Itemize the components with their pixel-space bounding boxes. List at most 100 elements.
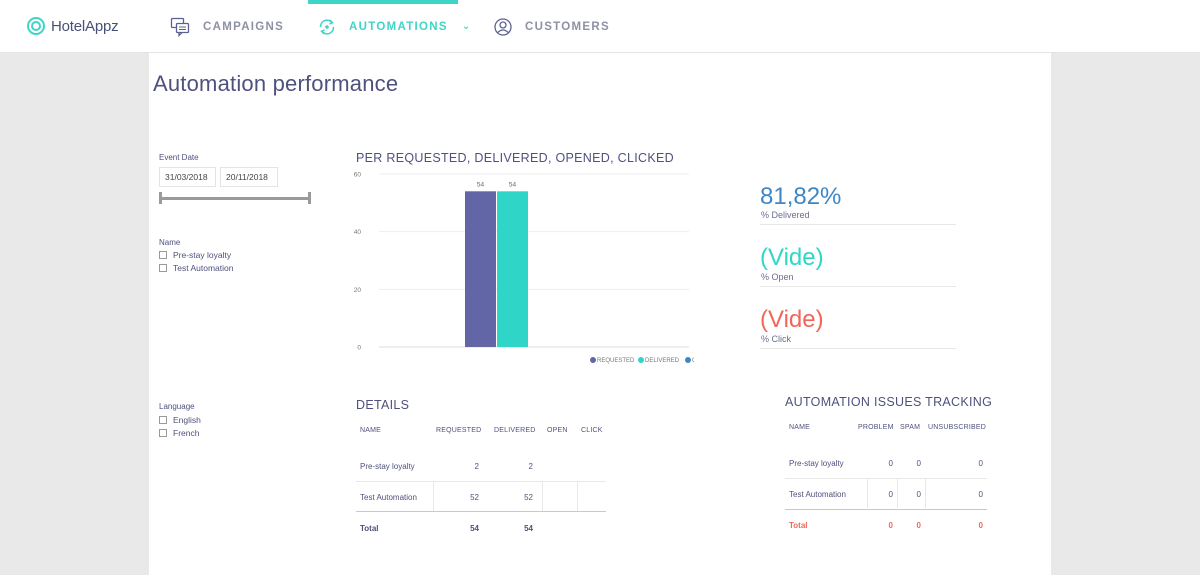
option-label: Pre-stay loyalty [173, 250, 232, 260]
event-date-end-input[interactable]: 20/11/2018 [220, 167, 278, 187]
name-option-pre-stay-loyalty[interactable]: Pre-stay loyalty [159, 250, 231, 260]
chat-icon [170, 17, 190, 37]
kpi-divider [760, 348, 956, 349]
legend-marker-open [685, 357, 691, 363]
date-slider-end-handle[interactable] [308, 192, 311, 204]
issues-col-spam[interactable]: SPAM [900, 424, 921, 431]
y-tick-label: 20 [354, 287, 362, 294]
total-problem: 0 [888, 521, 893, 530]
event-date-label: Event Date [159, 153, 199, 162]
date-range-slider[interactable] [160, 197, 310, 200]
issues-col-problem[interactable]: PROBLEM [858, 424, 894, 431]
total-delivered: 54 [524, 524, 533, 533]
checkbox[interactable] [159, 429, 167, 437]
total-spam: 0 [916, 521, 921, 530]
row-divider [785, 478, 987, 479]
cell-divider [577, 481, 578, 511]
total-label: Total [360, 524, 379, 533]
refresh-icon [319, 18, 335, 35]
language-option-english[interactable]: English [159, 415, 201, 425]
nav-item-automations-label: AUTOMATIONS [349, 20, 448, 33]
name-option-test-automation[interactable]: Test Automation [159, 263, 233, 273]
bar-delivered [497, 191, 528, 347]
nav-item-customers-label: CUSTOMERS [525, 20, 610, 33]
language-filter-label: Language [159, 402, 195, 411]
data-label: 54 [477, 181, 485, 188]
nav-item-customers[interactable]: CUSTOMERS [493, 0, 610, 53]
legend-label-requested: REQUESTED [597, 358, 635, 364]
row-name: Test Automation [789, 490, 846, 499]
option-label: English [173, 415, 201, 425]
legend-label-open: OPEN [692, 358, 694, 364]
row-name: Test Automation [360, 493, 417, 502]
row-spam: 0 [916, 459, 921, 468]
nav-item-automations[interactable]: AUTOMATIONS ⌄ [317, 0, 472, 53]
report-page: Automation performance Event Date 31/03/… [149, 53, 1051, 575]
row-requested: 52 [470, 493, 479, 502]
y-tick-label: 0 [357, 345, 361, 352]
row-spam: 0 [916, 490, 921, 499]
row-requested: 2 [474, 462, 479, 471]
language-option-french[interactable]: French [159, 428, 199, 438]
chart-title: PER REQUESTED, DELIVERED, OPENED, CLICKE… [356, 151, 674, 165]
event-date-start-input[interactable]: 31/03/2018 [159, 167, 216, 187]
y-tick-label: 60 [354, 172, 362, 179]
y-tick-label: 40 [354, 229, 362, 236]
date-slider-start-handle[interactable] [159, 192, 162, 204]
kpi-click-label: % Click [761, 334, 792, 344]
user-circle-icon [494, 17, 512, 36]
brand-name: HotelAppz [51, 17, 119, 35]
nav-item-campaigns-label: CAMPAIGNS [203, 20, 285, 33]
details-col-requested[interactable]: REQUESTED [436, 427, 482, 434]
row-name: Pre-stay loyalty [360, 462, 415, 471]
kpi-open-value: (Vide) [760, 244, 824, 271]
cell-divider [867, 478, 868, 508]
chevron-down-icon[interactable]: ⌄ [461, 21, 472, 32]
data-label: 54 [509, 181, 517, 188]
legend-label-delivered: DELIVERED [645, 358, 680, 364]
kpi-delivered-label: % Delivered [761, 210, 810, 220]
checkbox[interactable] [159, 251, 167, 259]
kpi-open-label: % Open [761, 272, 794, 282]
total-label: Total [789, 521, 808, 530]
page-title: Automation performance [153, 71, 399, 96]
issues-title: AUTOMATION ISSUES TRACKING [785, 395, 993, 409]
total-unsubscribed: 0 [978, 521, 983, 530]
details-col-click[interactable]: CLICK [581, 427, 603, 434]
row-delivered: 2 [528, 462, 533, 471]
issues-col-name[interactable]: NAME [789, 424, 811, 431]
kpi-divider [760, 224, 956, 225]
nav-item-campaigns[interactable]: CAMPAIGNS [170, 0, 284, 53]
legend-marker-requested [590, 357, 596, 363]
issues-col-unsubscribed[interactable]: UNSUBSCRIBED [928, 424, 987, 431]
brand-logo[interactable]: HotelAppz [26, 16, 119, 36]
cell-divider [542, 481, 543, 511]
logo-swirl-icon [27, 17, 45, 35]
details-col-open[interactable]: OPEN [547, 427, 568, 434]
row-name: Pre-stay loyalty [789, 459, 844, 468]
checkbox[interactable] [159, 416, 167, 424]
row-problem: 0 [888, 459, 893, 468]
row-unsubscribed: 0 [978, 490, 983, 499]
details-title: DETAILS [356, 398, 410, 412]
total-divider [785, 509, 987, 510]
option-label: Test Automation [173, 263, 234, 273]
legend-marker-delivered [638, 357, 644, 363]
details-col-name[interactable]: NAME [360, 427, 382, 434]
kpi-delivered-value: 81,82% [760, 183, 842, 210]
checkbox[interactable] [159, 264, 167, 272]
nav-active-indicator [308, 0, 458, 4]
kpi-divider [760, 286, 956, 287]
total-divider [356, 511, 606, 512]
cell-divider [433, 481, 434, 511]
bar-requested [465, 191, 496, 347]
bar-chart: 02040605454REQUESTEDDELIVEREDOPENCLICKED [354, 172, 694, 365]
option-label: French [173, 428, 200, 438]
cell-divider [897, 478, 898, 508]
row-problem: 0 [888, 490, 893, 499]
details-col-delivered[interactable]: DELIVERED [494, 427, 536, 434]
name-filter-label: Name [159, 238, 181, 247]
total-requested: 54 [470, 524, 479, 533]
row-delivered: 52 [524, 493, 533, 502]
row-unsubscribed: 0 [978, 459, 983, 468]
